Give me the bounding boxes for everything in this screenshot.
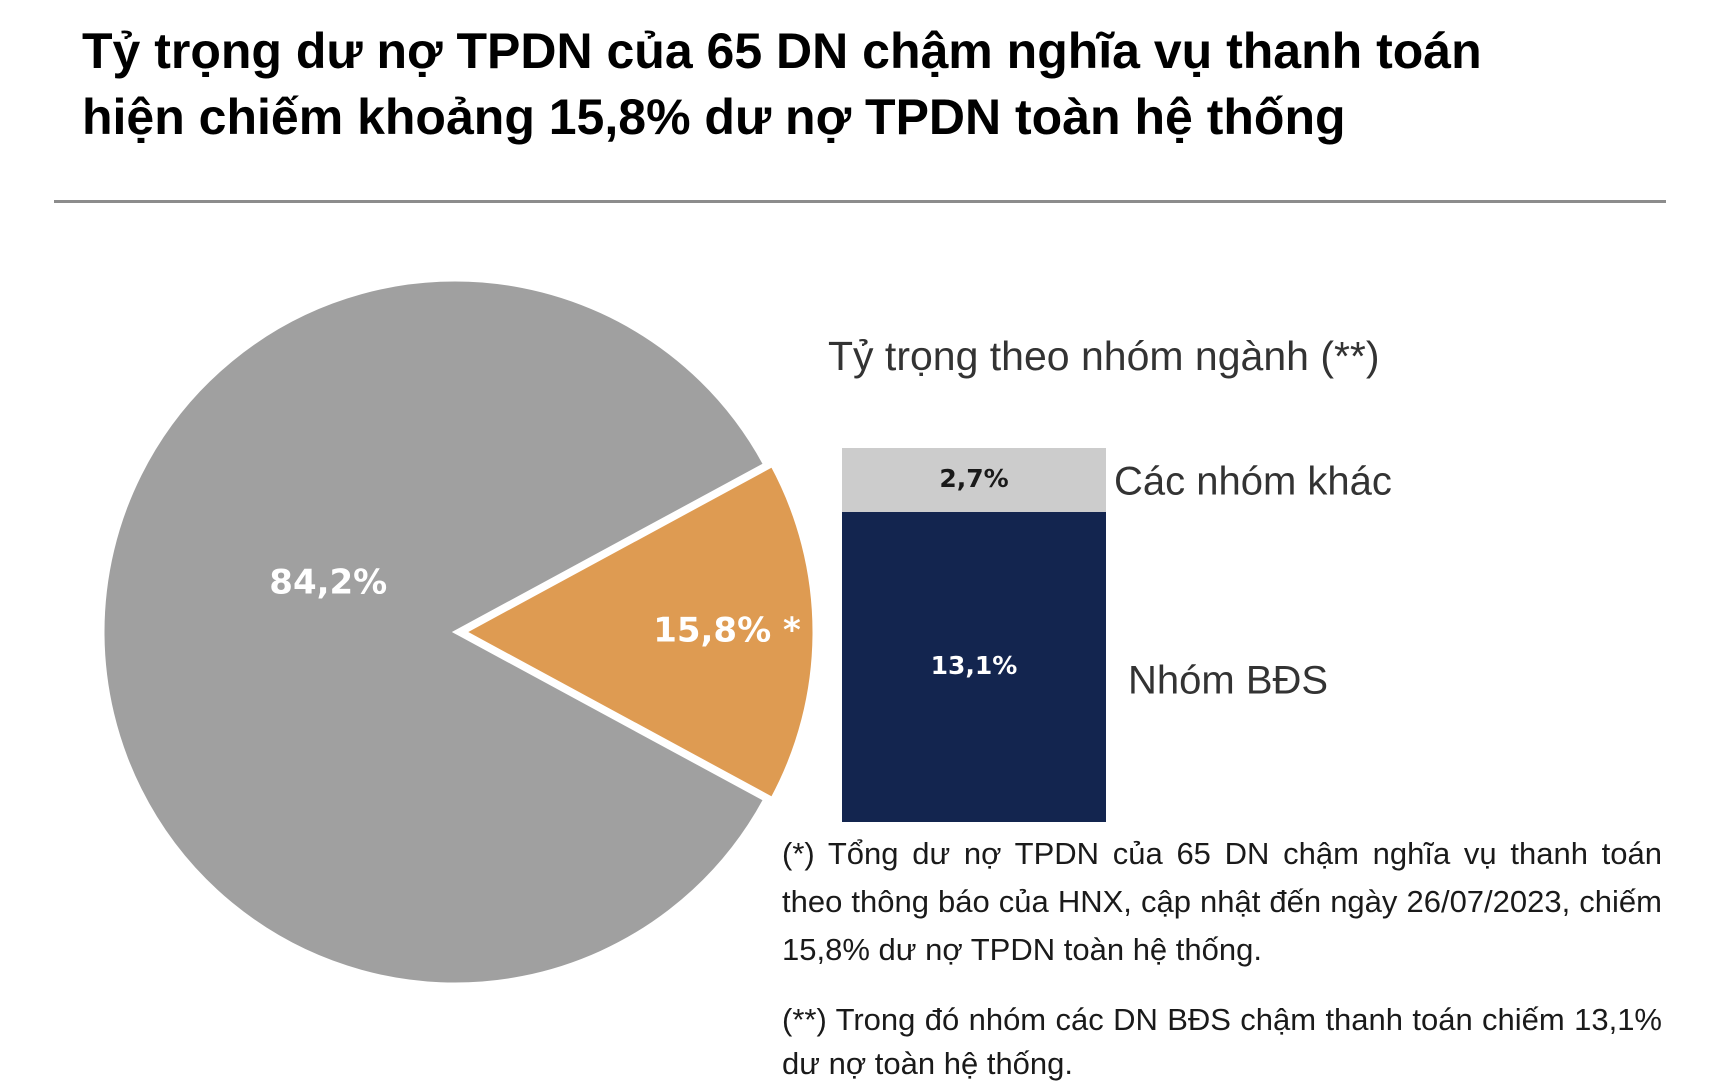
footnote-1: (*) Tổng dư nợ TPDN của 65 DN chậm nghĩa…: [782, 836, 1662, 967]
pie-slice-other: [101, 278, 767, 986]
pie-label-highlight: 15,8% *: [653, 611, 801, 651]
pie-slice-highlight: [457, 460, 818, 804]
bar-segment-other: [842, 448, 1106, 512]
pie-label-other: 84,2%: [269, 563, 387, 603]
bar-category-label: Nhóm BĐS: [1128, 659, 1328, 703]
title-line-1: Tỷ trọng dư nợ TPDN của 65 DN chậm nghĩa…: [82, 23, 1482, 79]
footnote-2: (**) Trong đó nhóm các DN BĐS chậm thanh…: [782, 1002, 1662, 1081]
bar-chart-title: Tỷ trọng theo nhóm ngành (**): [828, 333, 1380, 379]
page-title: Tỷ trọng dư nợ TPDN của 65 DN chậm nghĩa…: [82, 18, 1682, 150]
title-line-2: hiện chiếm khoảng 15,8% dư nợ TPDN toàn …: [82, 89, 1346, 145]
pie-chart: 84,2% 15,8% *: [101, 278, 818, 986]
stacked-bar-chart: Tỷ trọng theo nhóm ngành (**) 13,1% Nhóm …: [828, 333, 1392, 822]
bar-category-label: Các nhóm khác: [1114, 460, 1392, 504]
title-divider: [54, 200, 1666, 203]
bar-value-label: 13,1%: [931, 651, 1018, 680]
bar-segment-bds: [842, 511, 1106, 822]
bar-value-label: 2,7%: [939, 464, 1008, 493]
